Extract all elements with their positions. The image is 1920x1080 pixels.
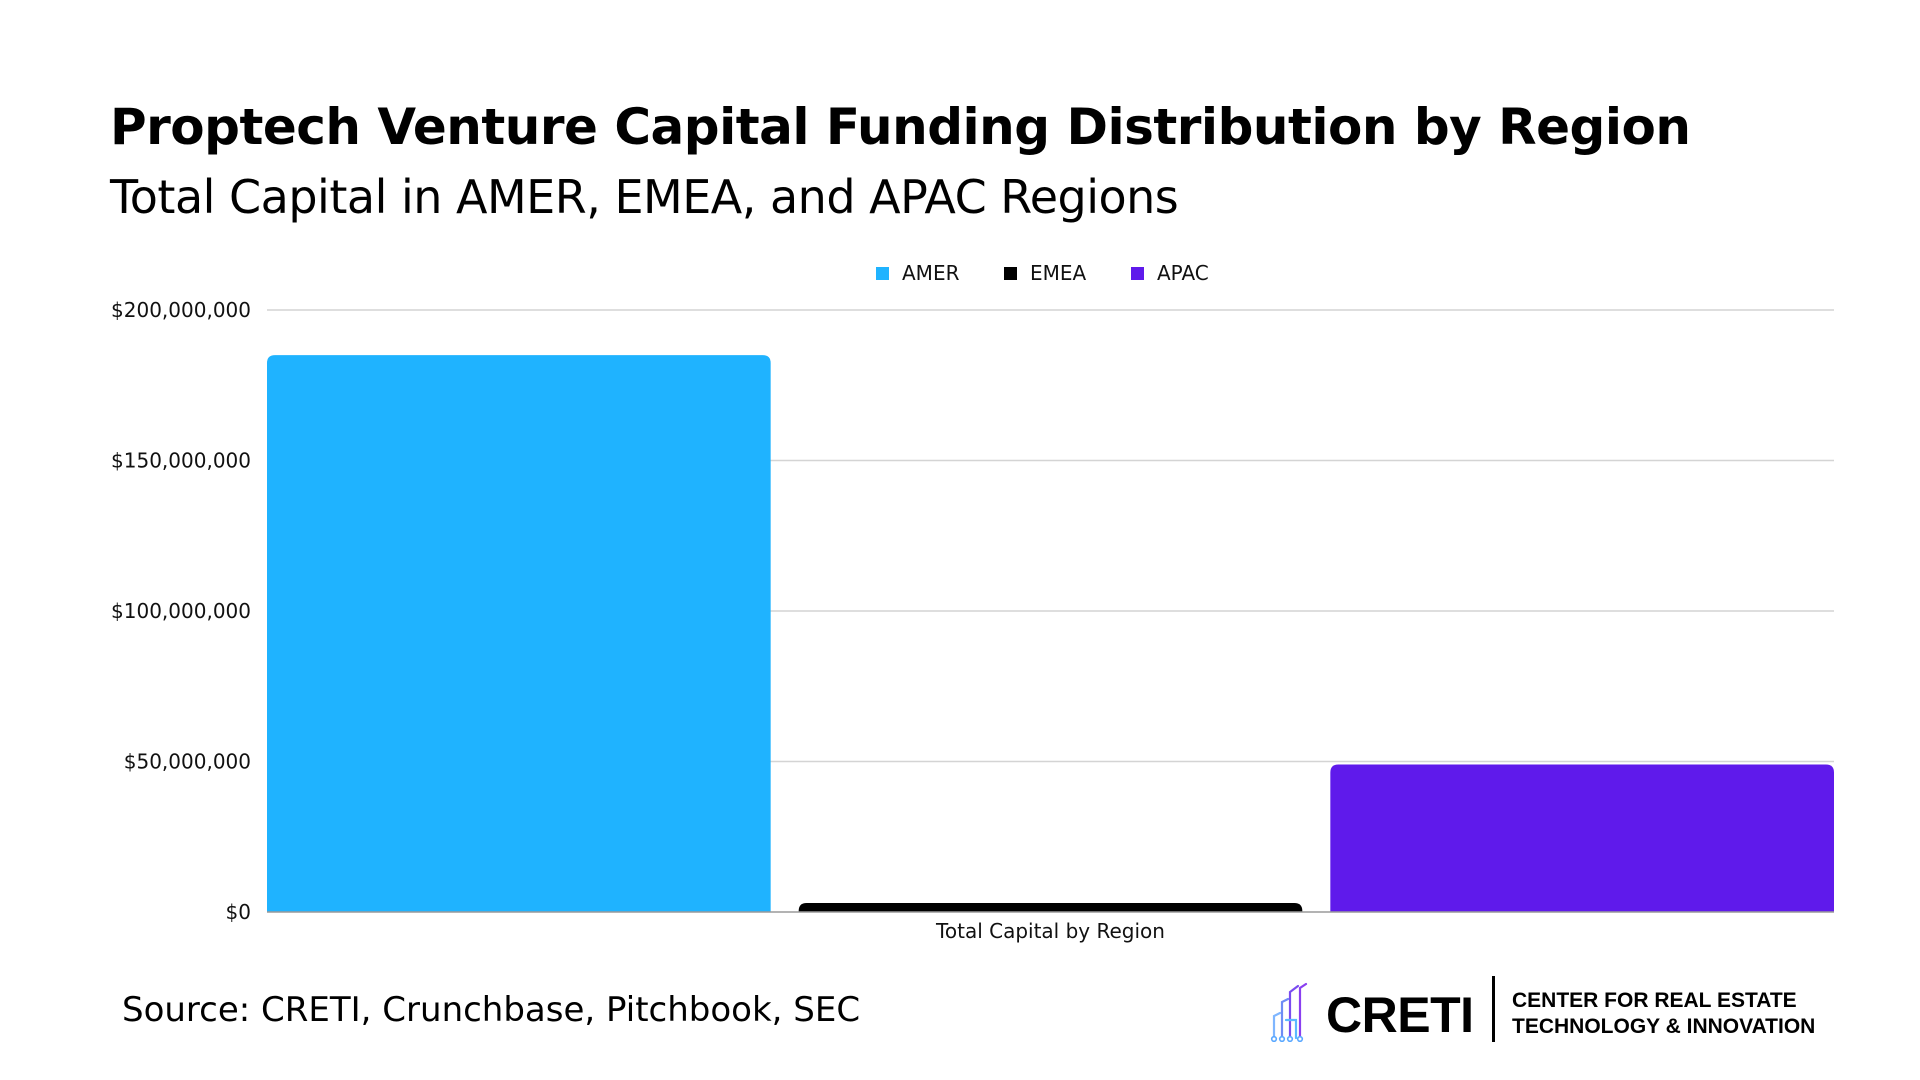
y-tick-label: $200,000,000 [111, 298, 251, 322]
legend-swatch-amer [876, 267, 889, 280]
legend-label-amer: AMER [902, 261, 960, 285]
legend: AMER EMEA APAC [876, 261, 1209, 285]
chart-title: Proptech Venture Capital Funding Distrib… [110, 98, 1691, 156]
bar-chart: $0 $50,000,000 $100,000,000 $150,000,000 $20… [111, 261, 1834, 943]
y-tick-label: $50,000,000 [124, 750, 251, 774]
chart-subtitle: Total Capital in AMER, EMEA, and APAC Re… [110, 170, 1179, 224]
logo-name: CRETI [1326, 987, 1474, 1043]
bar-amer [267, 355, 771, 912]
y-tick-label: $0 [226, 900, 251, 924]
bar-emea [798, 902, 1303, 912]
legend-label-apac: APAC [1157, 261, 1209, 285]
y-tick-label: $150,000,000 [111, 449, 251, 473]
source-note: Source: CRETI, Crunchbase, Pitchbook, SE… [122, 990, 861, 1030]
logo-line-2: TECHNOLOGY & INNOVATION [1512, 1015, 1816, 1038]
logo-divider [1492, 976, 1495, 1042]
x-axis-label: Total Capital by Region [935, 919, 1165, 943]
logo-line-1: CENTER FOR REAL ESTATE [1512, 989, 1797, 1012]
y-axis-ticks: $0 $50,000,000 $100,000,000 $150,000,000 $20… [111, 298, 251, 924]
legend-swatch-apac [1131, 267, 1144, 280]
building-circuit-icon [1270, 982, 1308, 1042]
bar-apac [1330, 764, 1834, 912]
y-tick-label: $100,000,000 [111, 599, 251, 623]
bars [267, 355, 1834, 912]
legend-swatch-emea [1004, 267, 1017, 280]
creti-logo: CRETI CENTER FOR REAL ESTATE TECHNOLOGY … [1268, 976, 1828, 1046]
legend-label-emea: EMEA [1030, 261, 1087, 285]
logo-full-name: CENTER FOR REAL ESTATE TECHNOLOGY & INNO… [1512, 988, 1815, 1040]
